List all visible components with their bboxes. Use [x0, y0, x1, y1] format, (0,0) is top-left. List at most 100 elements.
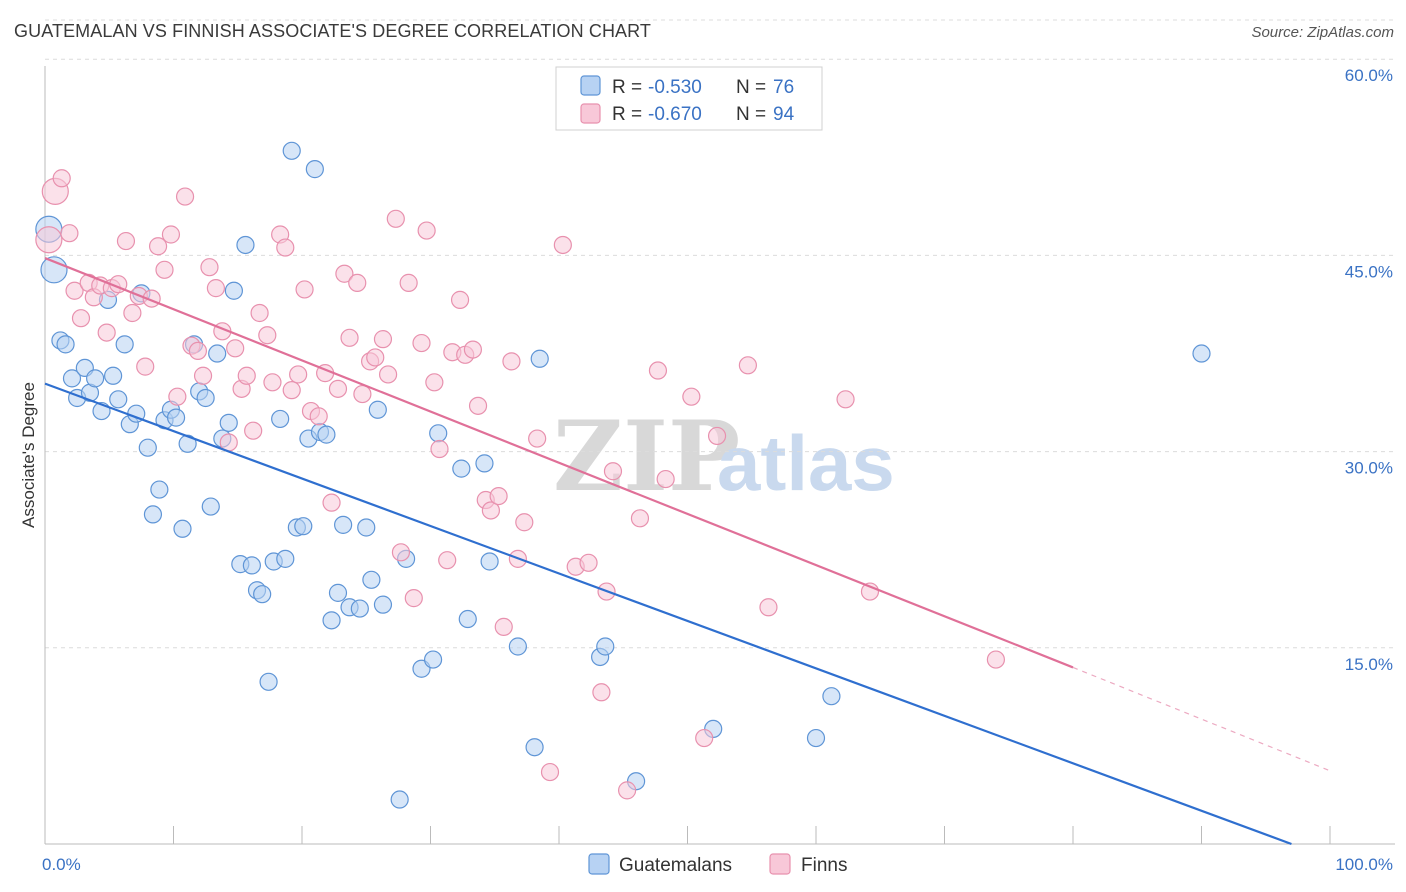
y-tick-label: 15.0%	[1345, 655, 1393, 674]
guatemalans-point	[62, 369, 82, 388]
finns-point	[168, 387, 187, 406]
guatemalans-point	[208, 344, 227, 363]
finns-point	[65, 281, 84, 300]
guatemalans-point	[328, 583, 348, 602]
finns-point	[200, 258, 219, 277]
watermark-atlas: atlas	[717, 419, 895, 507]
guatemalans-point	[219, 413, 238, 432]
legend-r-label-2: R =	[612, 104, 642, 125]
y-tick-labels: 15.0% 30.0% 45.0% 60.0%	[1345, 66, 1393, 674]
finns-point	[404, 589, 423, 608]
y-tick-label: 30.0%	[1345, 459, 1393, 478]
finns-point	[391, 543, 411, 562]
finns-point	[682, 387, 701, 406]
y-tick-label: 45.0%	[1345, 262, 1393, 281]
guatemalans-trend-line	[44, 382, 1292, 846]
source-label: Source: ZipAtlas.com	[1251, 24, 1394, 41]
finns-point	[116, 231, 136, 251]
finns-point	[540, 762, 560, 782]
finns-point	[759, 598, 778, 617]
guatemalans-point	[236, 235, 255, 255]
finns-point	[309, 407, 328, 426]
finns-trend-extension	[1072, 666, 1331, 772]
finns-point	[425, 373, 444, 392]
finns-point	[618, 781, 637, 800]
guatemalans-point	[423, 650, 443, 669]
finns-point	[489, 486, 508, 506]
guatemalans-point	[317, 425, 336, 444]
finns-point	[258, 326, 277, 345]
finns-trend-line	[44, 257, 1074, 669]
guatemalans-point	[305, 160, 324, 179]
finns-point	[353, 384, 372, 404]
finns-point	[250, 303, 269, 323]
legend-swatch-finns	[580, 103, 601, 124]
guatemalans-point	[322, 611, 341, 630]
guatemalans-point	[86, 369, 105, 388]
legend-n-value-finns: 94	[773, 104, 795, 125]
finns-point	[986, 650, 1006, 669]
finns-point	[412, 333, 431, 353]
finns-point	[161, 225, 181, 244]
finns-point	[276, 238, 295, 257]
series-label-guatemalans: Guatemalans	[619, 855, 732, 876]
guatemalans-point	[452, 459, 471, 478]
finns-point	[155, 260, 174, 279]
guatemalans-point	[173, 519, 192, 538]
x-tick-label-min: 0.0%	[42, 855, 81, 874]
guatemalans-point	[1192, 344, 1211, 363]
guatemalans-point	[350, 599, 369, 618]
finns-point	[289, 365, 308, 384]
finns-point	[71, 309, 91, 328]
finns-point	[378, 365, 398, 384]
legend-n-value-guatemalans: 76	[773, 77, 794, 98]
finns-point	[340, 328, 359, 347]
guatemalans-point	[294, 517, 313, 536]
watermark-zip: ZIP	[553, 400, 740, 513]
finns-point	[463, 340, 483, 359]
guatemalans-point	[201, 497, 220, 516]
finns-point	[148, 237, 168, 256]
guatemalans-point	[334, 515, 353, 534]
guatemalans-point	[530, 349, 549, 368]
guatemalans-point	[242, 556, 261, 575]
finns-point	[52, 169, 71, 188]
guatemalans-point	[109, 390, 128, 409]
finns-point	[603, 462, 623, 481]
finns-point	[322, 493, 341, 512]
guatemalans-points	[35, 141, 1211, 809]
guatemalans-point	[475, 454, 494, 473]
finns-point	[97, 323, 116, 342]
finns-point	[263, 373, 282, 392]
guatemalans-point	[368, 400, 387, 419]
guatemalans-point	[525, 738, 544, 757]
finns-point	[648, 361, 668, 380]
chart-title: GUATEMALAN VS FINNISH ASSOCIATE'S DEGREE…	[14, 21, 652, 41]
guatemalans-point	[143, 505, 163, 524]
guatemalans-point	[362, 570, 381, 589]
finns-point	[450, 290, 470, 309]
finns-point	[738, 356, 757, 375]
guatemalans-point	[166, 408, 186, 427]
finns-point	[468, 396, 488, 415]
finns-point	[630, 509, 650, 528]
guatemalans-point	[429, 424, 448, 443]
guatemalans-point	[138, 438, 157, 457]
finns-point	[481, 501, 500, 520]
finns-point	[438, 551, 457, 570]
finns-point	[386, 209, 405, 228]
finns-point	[282, 381, 301, 400]
finns-point	[515, 513, 534, 532]
finns-point	[553, 235, 572, 255]
finns-point	[237, 366, 256, 385]
x-tick-labels: 0.0% 100.0%	[42, 855, 1393, 874]
finns-point	[836, 390, 855, 409]
finns-point	[707, 426, 727, 446]
finns-point	[206, 279, 226, 298]
finns-point	[328, 379, 348, 398]
guatemalans-point	[276, 549, 295, 568]
guatemalans-point	[224, 281, 243, 300]
guatemalans-point	[56, 335, 75, 354]
finns-point	[335, 264, 354, 283]
